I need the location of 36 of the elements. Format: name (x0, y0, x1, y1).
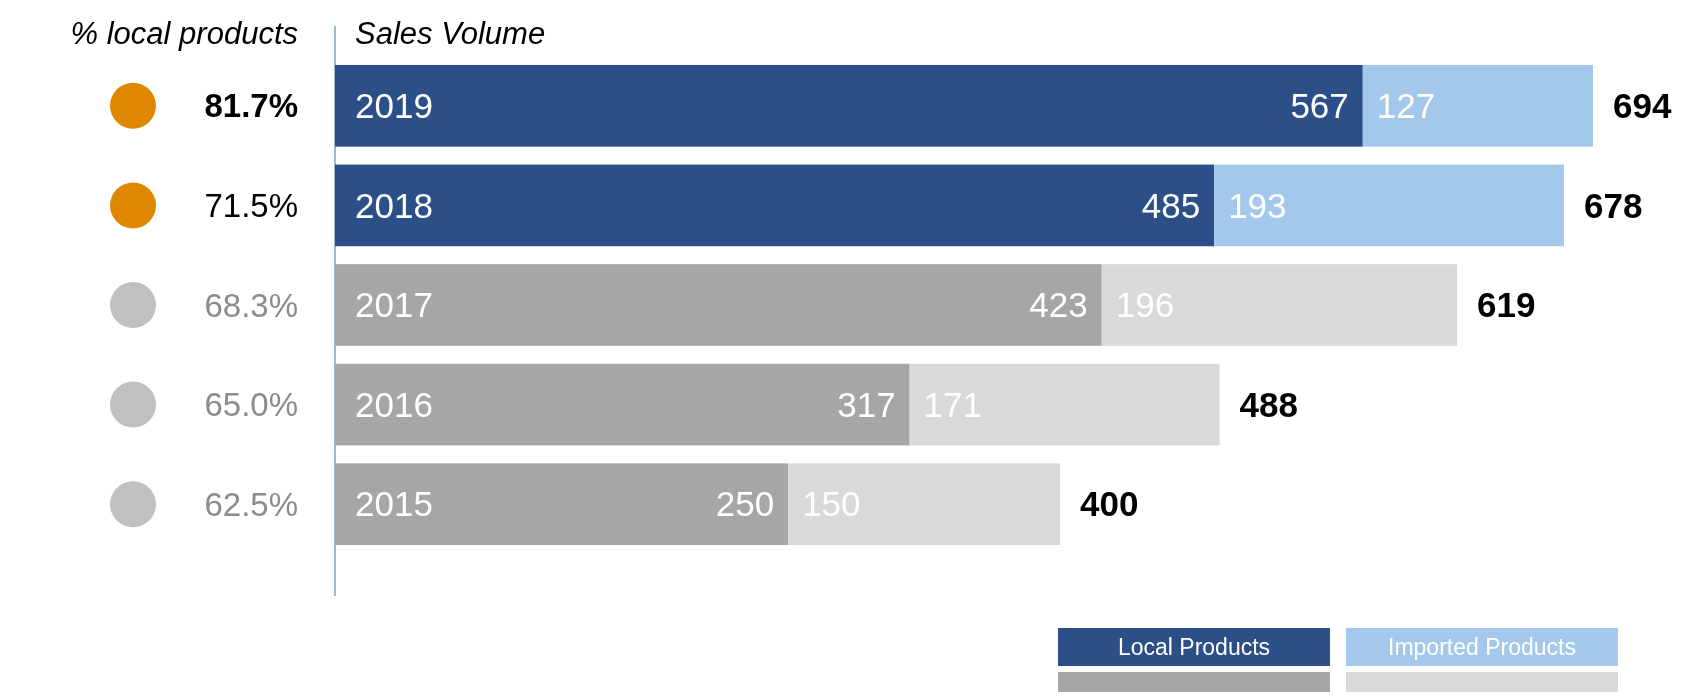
total-label: 678 (1584, 185, 1643, 225)
total-label: 694 (1613, 86, 1672, 126)
total-label: 400 (1080, 484, 1139, 524)
data-label: 127 (1376, 86, 1436, 126)
data-label: 250 (715, 484, 775, 524)
data-label: 423 (1029, 285, 1088, 325)
data-label: 317 (837, 384, 896, 424)
y-tick-label: 2019 (355, 86, 433, 126)
bar (1362, 64, 1593, 147)
total-label: 619 (1477, 285, 1536, 325)
bar (1214, 164, 1564, 247)
y-tick-label: 2018 (355, 185, 433, 225)
text: 71.5% (204, 186, 298, 224)
bar (335, 164, 1215, 247)
bar (788, 463, 1061, 546)
text: 65.0% (204, 386, 298, 424)
text: 62.5% (204, 485, 298, 523)
text: 81.7% (204, 87, 298, 125)
bar (335, 363, 910, 446)
total-label: 488 (1239, 384, 1298, 424)
bar (335, 64, 1363, 147)
text: Local Products (1117, 634, 1271, 661)
text: Imported Products (1388, 634, 1576, 661)
data-label: 485 (1141, 185, 1201, 225)
text: 68.3% (204, 286, 298, 324)
chart-title: Sales Volume (355, 16, 546, 51)
text: % local products (70, 16, 298, 51)
y-tick-label: 2016 (355, 384, 433, 424)
bar (1101, 264, 1458, 346)
bar (909, 363, 1220, 446)
y-tick-label: 2015 (355, 484, 433, 524)
data-label: 567 (1290, 86, 1349, 126)
y-tick-label: 2017 (355, 285, 433, 325)
bar (335, 463, 789, 546)
data-label: 193 (1228, 185, 1287, 225)
bar (335, 264, 1102, 346)
